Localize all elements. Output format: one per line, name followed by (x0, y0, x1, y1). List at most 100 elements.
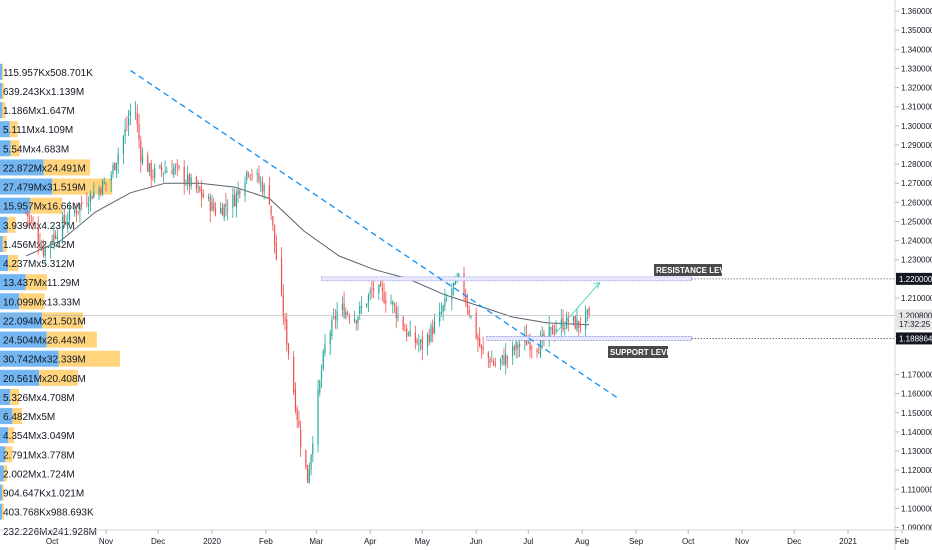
candle-body (124, 128, 126, 137)
candle-body (322, 351, 324, 369)
candle-body (105, 182, 107, 184)
vp-sell-bar (2, 484, 4, 501)
y-tick-label: 1.100000 (901, 504, 932, 513)
candle-body (343, 302, 345, 318)
vp-buy-bar (0, 293, 20, 310)
candle-body (555, 328, 557, 332)
support-price-tag-bg (896, 332, 932, 345)
x-axis[interactable]: Oct Nov Dec 2020 Feb Mar Apr May Jun Jul Aug Sep Oct… (0, 529, 932, 546)
candle-body (49, 242, 52, 248)
x-tick-label: 2020 (203, 537, 221, 546)
vp-sell-bar (2, 63, 3, 80)
vp-row-label: 22.094Mx21.501M (3, 316, 86, 327)
candle-body (367, 294, 370, 303)
vp-buy-bar (0, 503, 2, 520)
y-tick-label: 1.360000 (901, 7, 932, 16)
candle-body (61, 216, 64, 239)
x-tick-label: Aug (575, 537, 589, 546)
candle-body (515, 341, 517, 350)
vp-row-label: 30.742Mx32.339M (3, 355, 86, 366)
vp-row-label: 3.939Mx4.237M (3, 221, 75, 232)
candle-body (341, 304, 343, 310)
vp-sell-bar (3, 465, 8, 482)
candle-body (148, 163, 151, 172)
x-tick-label: Sep (629, 537, 644, 546)
candle-body (86, 202, 88, 205)
candle-body (159, 165, 161, 168)
candle-body (320, 371, 323, 380)
candle-body (452, 282, 455, 287)
vp-sell-bar (7, 216, 16, 233)
vp-row-label: 5.111Mx4.109M (3, 125, 73, 136)
y-tick-label: 1.140000 (901, 428, 932, 437)
candle-body (234, 195, 236, 206)
candle-body (494, 363, 496, 366)
vp-row-label: 24.504Mx26.443M (3, 336, 86, 347)
vp-sell-bar (19, 293, 45, 310)
candle-body (451, 288, 453, 300)
candle-body (55, 235, 57, 239)
candle-body (426, 334, 429, 347)
vp-row-label: 22.872Mx24.491M (3, 163, 86, 174)
candle-body (458, 273, 460, 277)
levels (0, 276, 895, 341)
y-tick-label: 1.310000 (901, 103, 932, 112)
candle-body (199, 186, 201, 192)
candle-body (53, 233, 55, 243)
resistance-price-tag-bg (896, 272, 932, 285)
candle-body (345, 311, 347, 318)
x-tick-label: Jun (470, 537, 483, 546)
candle-body (572, 316, 575, 321)
candle-body (519, 344, 521, 347)
candle-body (32, 222, 34, 225)
candle-body (531, 347, 533, 349)
candle-body (256, 172, 258, 175)
x-tick-label: Dec (787, 537, 801, 546)
candle-body (79, 204, 81, 212)
candle-body (564, 327, 566, 330)
candle-body (211, 201, 213, 211)
y-tick-label: 1.110000 (901, 485, 932, 494)
candle-body (505, 354, 507, 365)
x-tick-label: Feb (895, 537, 909, 546)
y-tick-label: 1.210000 (901, 294, 932, 303)
candle-body (282, 294, 284, 317)
candle-body (475, 312, 477, 338)
vp-buy-bar (0, 82, 2, 99)
candle-body (197, 186, 199, 188)
candle-body (140, 140, 142, 162)
vp-buy-bar (0, 350, 59, 367)
candle-body (406, 328, 408, 337)
resistance-label-bg (654, 264, 722, 276)
x-tick-label: Nov (735, 537, 749, 546)
y-axis[interactable]: 1.360000 1.350000 1.340000 1.330000 1.320000… (894, 0, 932, 550)
candle-body (42, 244, 45, 256)
candle-body (161, 166, 163, 172)
candle-body (578, 320, 580, 328)
candle-body (465, 297, 467, 302)
candle-body (527, 342, 529, 344)
candle-body (552, 325, 554, 335)
vp-buy-bar (0, 408, 13, 425)
candle-body (286, 319, 288, 345)
candle-body (357, 316, 359, 324)
vp-sell-bar (5, 446, 13, 463)
candle-body (298, 420, 300, 427)
y-tick-label: 1.160000 (901, 390, 932, 399)
y-tick-label: 1.130000 (901, 447, 932, 456)
vp-buy-bar (0, 369, 40, 386)
y-tick-label: 1.300000 (901, 122, 932, 131)
y-tick-label: 1.350000 (901, 26, 932, 35)
candle-body (112, 165, 114, 174)
y-tick-label: 1.150000 (901, 409, 932, 418)
candle-body (487, 352, 489, 358)
vp-row-label: 27.479Mx31.519M (3, 183, 86, 194)
candle-body (134, 112, 137, 114)
candle-body (67, 221, 69, 223)
candle-body (25, 211, 27, 213)
candle-body (103, 181, 105, 184)
candle-body (147, 155, 149, 172)
candle-body (538, 352, 540, 354)
candle-body (178, 165, 180, 169)
